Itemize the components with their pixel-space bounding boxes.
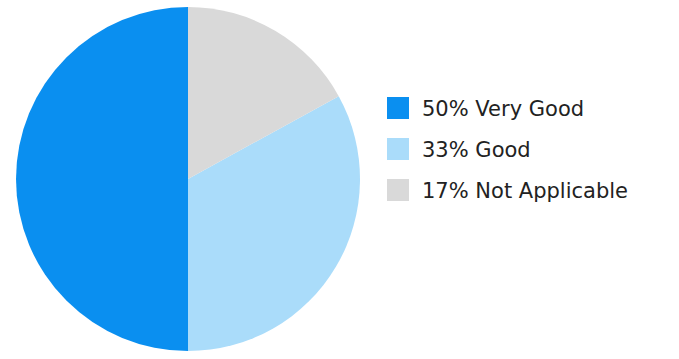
legend-swatch xyxy=(387,97,409,119)
pie-slice xyxy=(188,7,339,179)
legend-item: 33% Good xyxy=(387,138,531,162)
legend-label: 33% Good xyxy=(422,138,531,162)
legend-swatch xyxy=(387,179,409,201)
legend-category: Good xyxy=(469,138,531,162)
legend-value: 17% xyxy=(422,179,469,203)
chart-root: 50% Very Good33% Good17% Not Applicable xyxy=(0,0,679,359)
legend: 50% Very Good33% Good17% Not Applicable xyxy=(387,97,628,203)
legend-label: 50% Very Good xyxy=(422,97,584,121)
legend-item: 50% Very Good xyxy=(387,97,584,121)
legend-value: 50% xyxy=(422,97,469,121)
legend-item: 17% Not Applicable xyxy=(387,179,628,203)
legend-label: 17% Not Applicable xyxy=(422,179,628,203)
legend-swatch xyxy=(387,138,409,160)
legend-category: Very Good xyxy=(469,97,584,121)
pie xyxy=(16,7,360,351)
legend-category: Not Applicable xyxy=(469,179,628,203)
legend-value: 33% xyxy=(422,138,469,162)
pie-slice xyxy=(16,7,188,351)
